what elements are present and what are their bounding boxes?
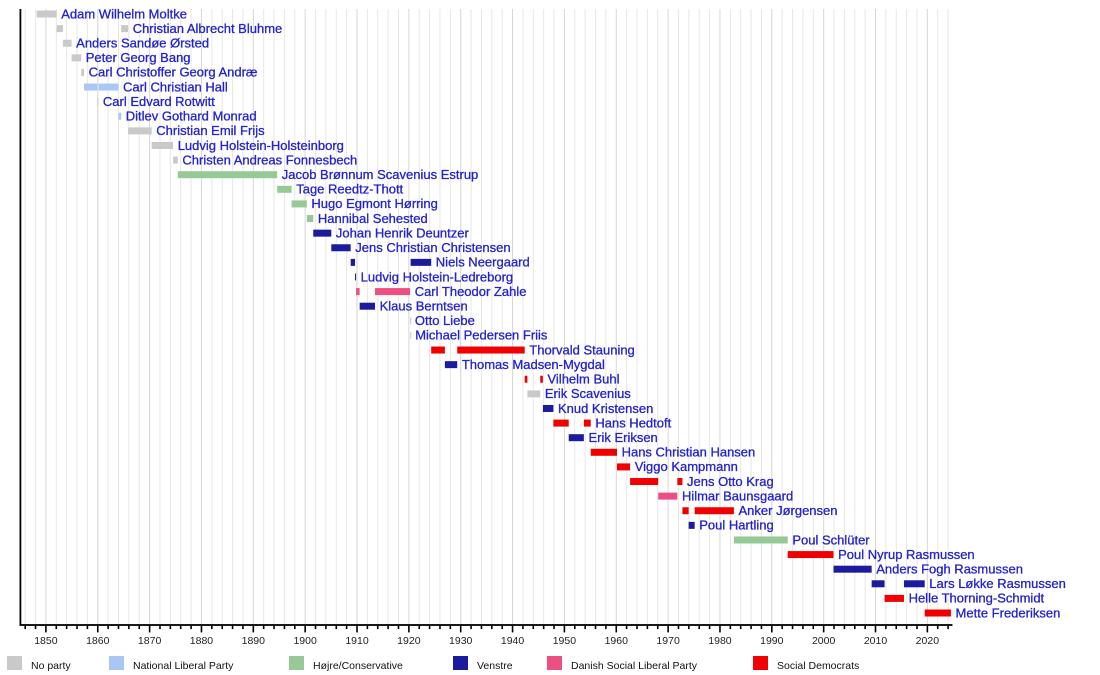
svg-text:Klaus Berntsen: Klaus Berntsen [380,299,468,314]
svg-text:Højre/Conservative: Højre/Conservative [313,660,403,672]
svg-text:Hilmar Baunsgaard: Hilmar Baunsgaard [682,488,793,503]
svg-text:Otto Liebe: Otto Liebe [415,313,475,328]
svg-text:1920: 1920 [397,635,421,647]
svg-text:Anders Fogh Rasmussen: Anders Fogh Rasmussen [876,561,1023,576]
svg-text:Ludvig Holstein-Holsteinborg: Ludvig Holstein-Holsteinborg [178,138,344,153]
svg-text:National Liberal Party: National Liberal Party [133,660,234,672]
svg-text:Jacob Brønnum Scavenius Estrup: Jacob Brønnum Scavenius Estrup [282,167,479,182]
svg-text:1970: 1970 [656,635,680,647]
svg-text:Viggo Kampmann: Viggo Kampmann [635,459,738,474]
svg-text:Tage Reedtz-Thott: Tage Reedtz-Thott [296,182,403,197]
svg-text:Peter Georg Bang: Peter Georg Bang [86,50,191,65]
svg-text:Niels Neergaard: Niels Neergaard [436,255,530,270]
svg-text:Poul Hartling: Poul Hartling [699,518,773,533]
svg-text:Ditlev Gothard Monrad: Ditlev Gothard Monrad [126,109,257,124]
svg-text:Thomas Madsen-Mygdal: Thomas Madsen-Mygdal [462,357,605,372]
svg-text:1870: 1870 [138,635,162,647]
svg-text:Poul Schlüter: Poul Schlüter [792,532,870,547]
svg-text:Mette Frederiksen: Mette Frederiksen [956,605,1061,620]
svg-text:No party: No party [31,660,71,672]
svg-text:Hugo Egmont Hørring: Hugo Egmont Hørring [311,196,437,211]
svg-text:Anker Jørgensen: Anker Jørgensen [739,503,838,518]
svg-text:1990: 1990 [760,635,784,647]
svg-text:Michael Pedersen Friis: Michael Pedersen Friis [415,328,548,343]
svg-text:Thorvald Stauning: Thorvald Stauning [529,342,635,357]
svg-text:Hans Hedtoft: Hans Hedtoft [595,415,671,430]
svg-text:Venstre: Venstre [477,660,513,672]
svg-text:Adam Wilhelm Moltke: Adam Wilhelm Moltke [61,6,187,21]
svg-text:Social Democrats: Social Democrats [777,660,859,672]
svg-text:Carl Theodor Zahle: Carl Theodor Zahle [415,284,527,299]
svg-text:1980: 1980 [708,635,732,647]
svg-text:Christen Andreas Fonnesbech: Christen Andreas Fonnesbech [182,152,357,167]
svg-text:1960: 1960 [605,635,629,647]
svg-text:1910: 1910 [345,635,369,647]
svg-text:1850: 1850 [34,635,58,647]
svg-text:Anders Sandøe Ørsted: Anders Sandøe Ørsted [76,36,209,51]
svg-text:1880: 1880 [190,635,214,647]
svg-text:Carl Christoffer Georg Andræ: Carl Christoffer Georg Andræ [89,65,258,80]
svg-text:Hannibal Sehested: Hannibal Sehested [318,211,428,226]
svg-text:1940: 1940 [501,635,525,647]
svg-text:2010: 2010 [864,635,888,647]
svg-text:1950: 1950 [553,635,577,647]
svg-text:Hans Christian Hansen: Hans Christian Hansen [622,445,756,460]
svg-text:Ludvig Holstein-Ledreborg: Ludvig Holstein-Ledreborg [361,269,513,284]
svg-text:Carl Christian Hall: Carl Christian Hall [123,79,228,94]
svg-text:Jens Christian Christensen: Jens Christian Christensen [355,240,510,255]
svg-text:Erik Eriksen: Erik Eriksen [588,430,657,445]
svg-text:1900: 1900 [293,635,317,647]
svg-text:2020: 2020 [916,635,940,647]
svg-text:Vilhelm Buhl: Vilhelm Buhl [547,372,619,387]
svg-text:Danish Social Liberal Party: Danish Social Liberal Party [571,660,698,672]
svg-text:Jens Otto Krag: Jens Otto Krag [687,474,774,489]
svg-text:Lars Løkke Rasmussen: Lars Løkke Rasmussen [929,576,1066,591]
svg-text:Carl Edvard Rotwitt: Carl Edvard Rotwitt [103,94,215,109]
svg-text:Helle Thorning-Schmidt: Helle Thorning-Schmidt [909,591,1045,606]
svg-text:1890: 1890 [242,635,266,647]
svg-text:1930: 1930 [449,635,473,647]
svg-text:Knud Kristensen: Knud Kristensen [558,401,653,416]
svg-text:Poul Nyrup Rasmussen: Poul Nyrup Rasmussen [838,547,975,562]
svg-text:Christian Albrecht Bluhme: Christian Albrecht Bluhme [133,21,283,36]
svg-text:2000: 2000 [812,635,836,647]
svg-text:Erik Scavenius: Erik Scavenius [545,386,631,401]
svg-text:Johan Henrik Deuntzer: Johan Henrik Deuntzer [336,225,470,240]
svg-text:1860: 1860 [86,635,110,647]
svg-text:Christian Emil Frijs: Christian Emil Frijs [156,123,265,138]
